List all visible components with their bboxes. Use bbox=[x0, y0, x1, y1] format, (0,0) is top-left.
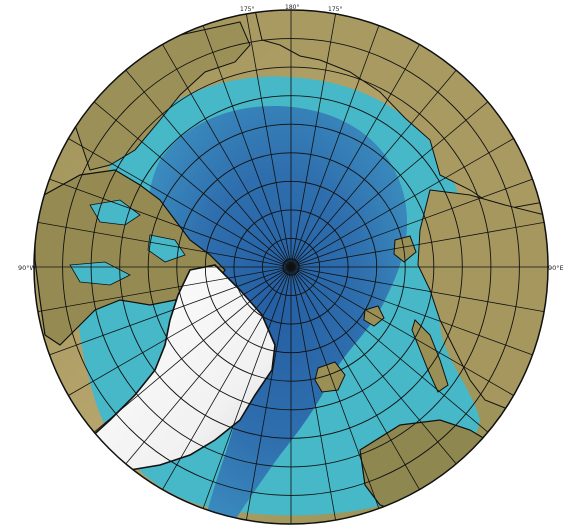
meridian-line bbox=[246, 13, 292, 268]
meridian-line bbox=[290, 25, 380, 268]
greenland-ice-sheet bbox=[79, 264, 276, 476]
meridian-line bbox=[93, 266, 292, 433]
meridian-line bbox=[37, 222, 292, 268]
svalbard bbox=[314, 361, 346, 393]
meridian-line bbox=[246, 266, 292, 521]
meridian-line bbox=[290, 44, 420, 268]
russia-land bbox=[417, 189, 548, 411]
meridian-line bbox=[290, 266, 380, 509]
scandinavia-land bbox=[359, 419, 521, 521]
meridian-line bbox=[290, 69, 457, 268]
meridian-line bbox=[290, 266, 457, 465]
top-label-right: 175° bbox=[328, 6, 342, 13]
meridian-line bbox=[162, 266, 292, 490]
meridian-line bbox=[68, 266, 292, 396]
meridian-line bbox=[125, 266, 292, 465]
meridian-line bbox=[49, 266, 292, 356]
top-label-center: 180° bbox=[285, 4, 299, 11]
meridian-line bbox=[37, 266, 292, 312]
meridian-line bbox=[290, 138, 514, 268]
novaya-zemlya bbox=[411, 319, 449, 393]
meridian-line bbox=[162, 44, 292, 268]
deep-basin bbox=[147, 105, 408, 520]
meridian-line bbox=[290, 266, 336, 521]
meridian-line bbox=[202, 266, 292, 509]
archipelago-channel-1 bbox=[89, 199, 141, 226]
meridian-line bbox=[290, 266, 420, 490]
meridian-line bbox=[290, 266, 545, 312]
meridian-line bbox=[290, 13, 336, 268]
severnaya-zemlya bbox=[393, 235, 417, 263]
franz-josef-land bbox=[363, 305, 385, 327]
meridian-line bbox=[290, 178, 533, 268]
meridian-line bbox=[68, 138, 292, 268]
meridian-line bbox=[202, 25, 292, 268]
archipelago-channel-2 bbox=[147, 234, 186, 263]
left-label: 90°W bbox=[18, 264, 37, 272]
north-pole-marker bbox=[282, 258, 300, 276]
map-rim bbox=[33, 9, 549, 525]
meridian-line bbox=[290, 266, 514, 396]
meridian-line bbox=[93, 101, 292, 268]
meridian-line bbox=[49, 178, 292, 268]
graticule bbox=[34, 10, 548, 524]
meridian-line bbox=[125, 69, 292, 268]
edge-labels: 175° 180° 175° 90°W 90°E bbox=[18, 4, 564, 272]
meridian-line bbox=[290, 222, 545, 268]
meridian-line bbox=[290, 266, 489, 433]
meridian-line bbox=[290, 101, 489, 268]
meridian-line bbox=[290, 266, 533, 356]
top-label-left: 175° bbox=[240, 6, 254, 13]
right-label: 90°E bbox=[548, 264, 564, 272]
